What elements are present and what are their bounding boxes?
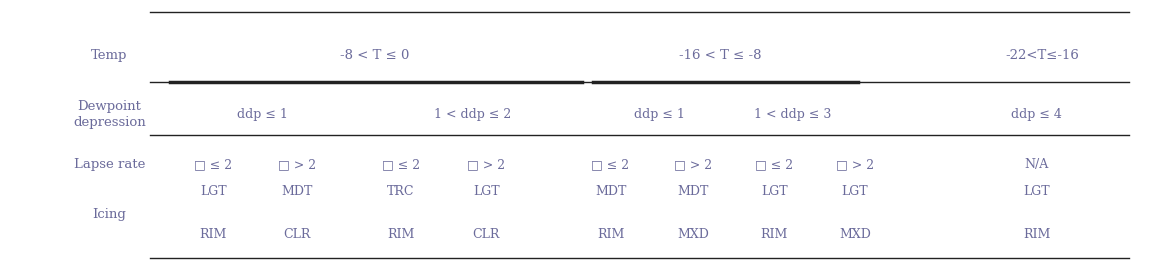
Text: TRC: TRC — [387, 185, 415, 198]
Text: MDT: MDT — [594, 185, 627, 198]
Text: Lapse rate: Lapse rate — [74, 158, 145, 171]
Text: □ ≤ 2: □ ≤ 2 — [381, 158, 420, 171]
Text: Temp: Temp — [91, 49, 128, 62]
Text: N/A: N/A — [1024, 158, 1049, 171]
Text: RIM: RIM — [760, 228, 788, 241]
Text: RIM: RIM — [199, 228, 227, 241]
Text: RIM: RIM — [597, 228, 624, 241]
Text: -22<T≤-16: -22<T≤-16 — [1006, 49, 1079, 62]
Text: □ > 2: □ > 2 — [835, 158, 874, 171]
Text: □ ≤ 2: □ ≤ 2 — [591, 158, 630, 171]
Text: ddp ≤ 1: ddp ≤ 1 — [237, 108, 288, 121]
Text: CLR: CLR — [283, 228, 311, 241]
Text: -8 < T ≤ 0: -8 < T ≤ 0 — [340, 49, 409, 62]
Text: Dewpoint
depression: Dewpoint depression — [73, 100, 146, 129]
Text: 1 < ddp ≤ 3: 1 < ddp ≤ 3 — [753, 108, 832, 121]
Text: LGT: LGT — [199, 185, 227, 198]
Text: LGT: LGT — [472, 185, 500, 198]
Text: Icing: Icing — [92, 208, 127, 221]
Text: LGT: LGT — [1023, 185, 1051, 198]
Text: RIM: RIM — [387, 228, 415, 241]
Text: RIM: RIM — [1023, 228, 1051, 241]
Text: □ > 2: □ > 2 — [467, 158, 506, 171]
Text: □ ≤ 2: □ ≤ 2 — [755, 158, 794, 171]
Text: -16 < T ≤ -8: -16 < T ≤ -8 — [679, 49, 761, 62]
Text: □ > 2: □ > 2 — [674, 158, 713, 171]
Text: LGT: LGT — [760, 185, 788, 198]
Text: CLR: CLR — [472, 228, 500, 241]
Text: ddp ≤ 1: ddp ≤ 1 — [634, 108, 684, 121]
Text: □ ≤ 2: □ ≤ 2 — [194, 158, 233, 171]
Text: 1 < ddp ≤ 2: 1 < ddp ≤ 2 — [433, 108, 511, 121]
Text: MDT: MDT — [677, 185, 710, 198]
Text: MXD: MXD — [677, 228, 710, 241]
Text: MXD: MXD — [839, 228, 871, 241]
Text: MDT: MDT — [281, 185, 313, 198]
Text: LGT: LGT — [841, 185, 869, 198]
Text: ddp ≤ 4: ddp ≤ 4 — [1011, 108, 1062, 121]
Text: □ > 2: □ > 2 — [278, 158, 317, 171]
